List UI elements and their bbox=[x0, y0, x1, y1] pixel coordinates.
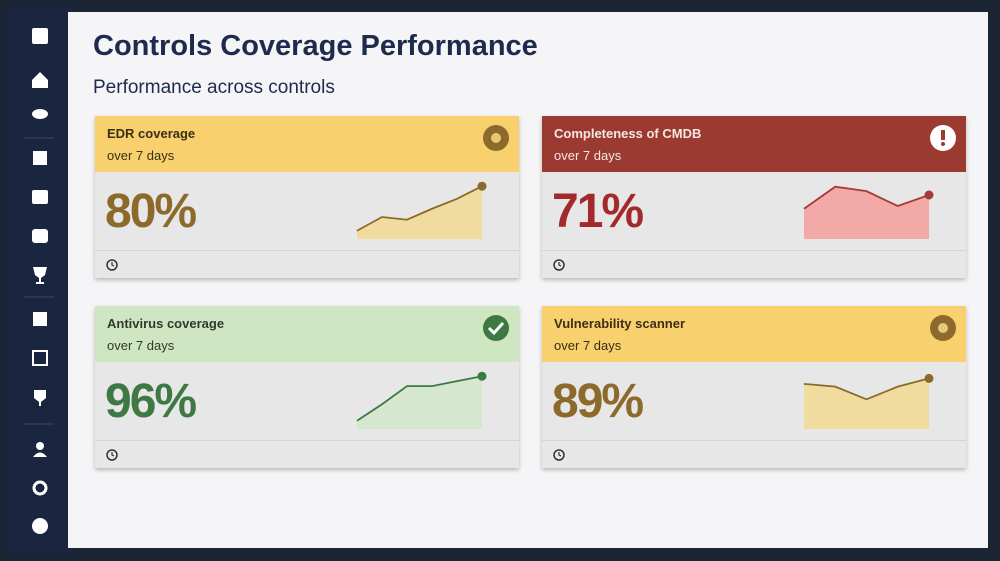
clock-face bbox=[106, 259, 118, 271]
sparkline-end-dot bbox=[924, 190, 934, 200]
card-value: 89% bbox=[552, 375, 644, 428]
card-divider bbox=[95, 440, 519, 441]
card-divider bbox=[95, 250, 519, 251]
metric-card[interactable]: Antivirus coverage over 7 days 96% bbox=[95, 306, 519, 468]
clock-hands bbox=[558, 452, 562, 457]
sparkline bbox=[356, 371, 487, 429]
metric-card[interactable]: EDR coverage over 7 days 80% bbox=[95, 116, 519, 278]
page-subtitle: Performance across controls bbox=[93, 77, 335, 98]
status-icon bbox=[930, 315, 956, 341]
sparkline-line bbox=[356, 185, 483, 232]
status-icon bbox=[930, 125, 956, 151]
card-period: over 7 days bbox=[107, 148, 175, 163]
card-period: over 7 days bbox=[554, 338, 622, 353]
sparkline-area bbox=[357, 186, 482, 239]
sparkline-end-dot bbox=[477, 181, 487, 191]
clock-hands bbox=[111, 262, 115, 267]
sidebar-icons bbox=[24, 28, 54, 534]
sparkline-area bbox=[804, 186, 929, 239]
status-bang bbox=[941, 130, 945, 140]
clock-icon bbox=[106, 449, 118, 461]
status-icon bbox=[483, 125, 509, 151]
metric-card[interactable]: Completeness of CMDB over 7 days 71% bbox=[542, 116, 966, 278]
card-header bbox=[95, 306, 519, 362]
inbox-icon[interactable] bbox=[32, 190, 48, 204]
status-check bbox=[487, 321, 505, 336]
status-dot bbox=[938, 323, 948, 333]
sparkline bbox=[803, 185, 934, 239]
clock-face bbox=[553, 449, 565, 461]
board-icon[interactable] bbox=[33, 151, 47, 165]
card-period: over 7 days bbox=[107, 338, 175, 353]
sparkline-area bbox=[357, 376, 482, 429]
status-bang-dot bbox=[941, 142, 945, 146]
content-panel: Controls Coverage Performance Performanc… bbox=[68, 12, 988, 548]
card-header bbox=[95, 116, 519, 172]
view-icon[interactable] bbox=[32, 109, 48, 119]
sparkline-line bbox=[803, 377, 930, 401]
clock-hands bbox=[111, 452, 115, 457]
sparkline bbox=[803, 373, 934, 429]
card-value: 80% bbox=[105, 185, 197, 238]
card-period: over 7 days bbox=[554, 148, 622, 163]
sidebar bbox=[8, 8, 68, 553]
metric-card[interactable]: Vulnerability scanner over 7 days 89% bbox=[542, 306, 966, 468]
page-title: Controls Coverage Performance bbox=[93, 30, 538, 62]
plugin-icon[interactable] bbox=[34, 390, 46, 406]
help-icon[interactable] bbox=[32, 518, 48, 534]
sparkline-line bbox=[356, 375, 483, 422]
card-value: 71% bbox=[552, 185, 644, 238]
status-circle bbox=[483, 315, 509, 341]
card-header bbox=[542, 116, 966, 172]
card-value: 96% bbox=[105, 375, 197, 428]
card-title: Antivirus coverage bbox=[107, 316, 225, 331]
clock-icon bbox=[553, 259, 565, 271]
table-icon[interactable] bbox=[33, 312, 47, 326]
sparkline-line bbox=[803, 185, 930, 210]
sparkline-end-dot bbox=[477, 371, 487, 381]
logo-icon[interactable] bbox=[32, 28, 48, 44]
database-icon[interactable] bbox=[32, 229, 48, 243]
card-title: EDR coverage bbox=[107, 126, 196, 141]
clock-face bbox=[553, 259, 565, 271]
trophy-icon[interactable] bbox=[33, 267, 47, 284]
sparkline-end-dot bbox=[924, 373, 934, 383]
task-icon[interactable] bbox=[32, 350, 48, 366]
clock-hands bbox=[558, 262, 562, 267]
sparkline bbox=[356, 181, 487, 239]
home-icon[interactable] bbox=[32, 72, 48, 88]
user-icon[interactable] bbox=[36, 442, 44, 450]
clock-face bbox=[106, 449, 118, 461]
status-dot bbox=[491, 133, 501, 143]
card-title: Completeness of CMDB bbox=[554, 126, 702, 141]
card-header bbox=[542, 306, 966, 362]
clock-icon bbox=[553, 449, 565, 461]
user-icon-body bbox=[33, 452, 47, 457]
sparkline-area bbox=[804, 378, 929, 429]
card-title: Vulnerability scanner bbox=[554, 316, 686, 331]
status-icon bbox=[483, 315, 509, 341]
settings-icon[interactable] bbox=[32, 480, 48, 496]
card-divider bbox=[542, 250, 966, 251]
clock-icon bbox=[106, 259, 118, 271]
card-divider bbox=[542, 440, 966, 441]
